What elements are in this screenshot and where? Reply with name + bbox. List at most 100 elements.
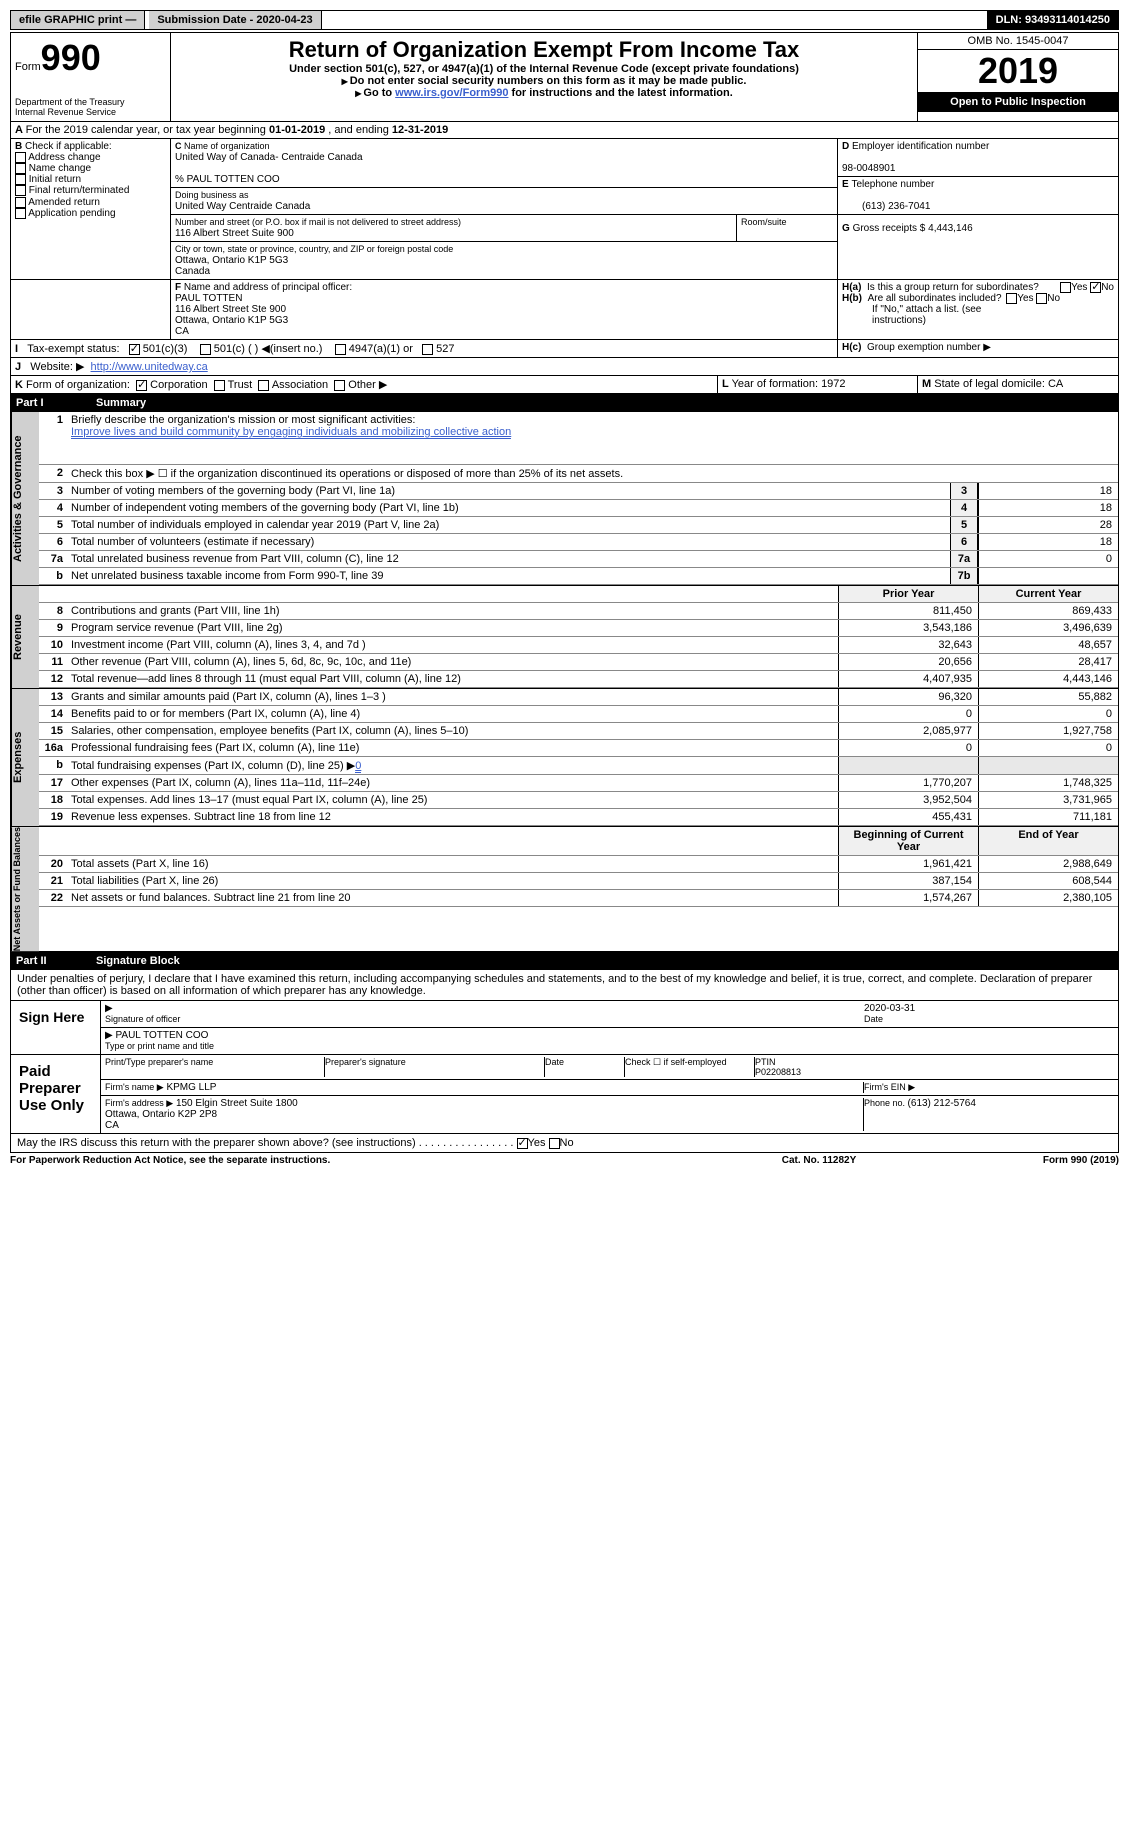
lbl-4947: 4947(a)(1) or [349, 343, 413, 355]
no-lbl: No [1101, 282, 1114, 293]
room-label: Room/suite [737, 215, 837, 241]
form990-link[interactable]: www.irs.gov/Form990 [395, 87, 508, 99]
ha-yes[interactable] [1060, 282, 1071, 293]
sidebar-netassets: Net Assets or Fund Balances [11, 827, 39, 951]
self-employed: Check ☐ if self-employed [625, 1057, 755, 1077]
l5: Total number of individuals employed in … [67, 517, 950, 533]
yes-lbl2: Yes [1017, 293, 1033, 304]
phone-label: Telephone number [851, 179, 934, 190]
firm-phone-label: Phone no. [864, 1098, 908, 1108]
yes-lbl: Yes [1071, 282, 1087, 293]
officer-addr: 116 Albert Street Ste 900 Ottawa, Ontari… [175, 304, 288, 337]
hdr-prior: Prior Year [838, 586, 978, 602]
lbl-pending: Application pending [28, 208, 115, 219]
subtitle-1: Under section 501(c), 527, or 4947(a)(1)… [175, 63, 913, 75]
chk-initial[interactable] [15, 174, 26, 185]
chk-corp[interactable] [136, 380, 147, 391]
chk-assoc[interactable] [258, 380, 269, 391]
submission-date: Submission Date - 2020-04-23 [149, 11, 321, 29]
declaration: Under penalties of perjury, I declare th… [11, 970, 1118, 1001]
discuss-no[interactable] [549, 1138, 560, 1149]
firm-name-label: Firm's name ▶ [105, 1082, 164, 1092]
lbl-initial: Initial return [29, 174, 81, 185]
lbl-trust: Trust [228, 379, 253, 391]
city: Ottawa, Ontario K1P 5G3 Canada [175, 255, 288, 277]
chk-pending[interactable] [15, 208, 26, 219]
p9: 3,543,186 [838, 620, 978, 636]
city-label: City or town, state or province, country… [175, 244, 453, 254]
ptin: P02208813 [755, 1067, 801, 1077]
ptin-label: PTIN [755, 1057, 776, 1067]
l14: Benefits paid to or for members (Part IX… [67, 706, 838, 722]
v4: 18 [978, 500, 1118, 516]
lbl-name: Name change [29, 163, 91, 174]
lbl-amended: Amended return [28, 197, 100, 208]
p18: 3,952,504 [838, 792, 978, 808]
hb-yes[interactable] [1006, 293, 1017, 304]
sidebar-expenses: Expenses [11, 689, 39, 826]
chk-4947[interactable] [335, 344, 346, 355]
chk-other[interactable] [334, 380, 345, 391]
ha-no[interactable] [1090, 282, 1101, 293]
l16b-val: 0 [355, 760, 361, 773]
lbl-insert: (insert no.) [270, 343, 323, 355]
c18: 3,731,965 [978, 792, 1118, 808]
chk-trust[interactable] [214, 380, 225, 391]
c8: 869,433 [978, 603, 1118, 619]
lbl-501c3: 501(c)(3) [143, 343, 188, 355]
gross-val: 4,443,146 [928, 223, 973, 234]
l17: Other expenses (Part IX, column (A), lin… [67, 775, 838, 791]
hdr-eoy: End of Year [978, 827, 1118, 855]
p12: 4,407,935 [838, 671, 978, 687]
hb-no[interactable] [1036, 293, 1047, 304]
orgname-label: Name of organization [184, 141, 270, 151]
lbl-other: Other ▶ [348, 379, 387, 391]
l16b: Total fundraising expenses (Part IX, col… [71, 760, 355, 772]
chk-amended[interactable] [15, 197, 26, 208]
discuss-yes[interactable] [517, 1138, 528, 1149]
c13: 55,882 [978, 689, 1118, 705]
domicile-val: CA [1048, 378, 1063, 390]
hdr-begin: Beginning of Current Year [838, 827, 978, 855]
subtitle-2: Do not enter social security numbers on … [175, 75, 913, 87]
l13: Grants and similar amounts paid (Part IX… [67, 689, 838, 705]
prep-name-label: Print/Type preparer's name [105, 1057, 325, 1077]
omb: OMB No. 1545-0047 [918, 33, 1118, 50]
efile-btn[interactable]: efile GRAPHIC print — [11, 11, 145, 29]
l2: Check this box ▶ ☐ if the organization d… [67, 465, 1118, 482]
org-name: United Way of Canada- Centraide Canada [175, 152, 363, 163]
chk-final[interactable] [15, 185, 26, 196]
care-of: % PAUL TOTTEN COO [175, 174, 280, 185]
lbl-corp: Corporation [150, 379, 207, 391]
c21: 608,544 [978, 873, 1118, 889]
goto-post: for instructions and the latest informat… [508, 87, 732, 99]
discuss-no-lbl: No [560, 1137, 574, 1149]
officer-label: Name and address of principal officer: [184, 282, 352, 293]
chk-501c3[interactable] [129, 344, 140, 355]
p16a: 0 [838, 740, 978, 756]
top-bar: efile GRAPHIC print — Submission Date - … [10, 10, 1119, 30]
dln: DLN: 93493114014250 [987, 11, 1118, 29]
chk-501c[interactable] [200, 344, 211, 355]
goto-pre: Go to [363, 87, 395, 99]
chk-name[interactable] [15, 163, 26, 174]
chk-527[interactable] [422, 344, 433, 355]
prep-sig-label: Preparer's signature [325, 1057, 545, 1077]
footer-mid: Cat. No. 11282Y [719, 1155, 919, 1166]
website-link[interactable]: http://www.unitedway.ca [91, 361, 208, 373]
ty-end: 12-31-2019 [392, 124, 448, 136]
c17: 1,748,325 [978, 775, 1118, 791]
p19: 455,431 [838, 809, 978, 825]
l1-label: Briefly describe the organization's miss… [71, 414, 415, 426]
l7b: Net unrelated business taxable income fr… [67, 568, 950, 584]
form-title: Return of Organization Exempt From Incom… [175, 37, 913, 63]
sidebar-governance: Activities & Governance [11, 412, 39, 585]
firm-addr-label: Firm's address ▶ [105, 1098, 173, 1108]
hb-text: Are all subordinates included? [868, 293, 1002, 304]
hc-text: Group exemption number ▶ [867, 342, 991, 353]
dept: Department of the Treasury Internal Reve… [15, 97, 166, 117]
p10: 32,643 [838, 637, 978, 653]
chk-address[interactable] [15, 152, 26, 163]
c19: 711,181 [978, 809, 1118, 825]
dba-label: Doing business as [175, 190, 249, 200]
